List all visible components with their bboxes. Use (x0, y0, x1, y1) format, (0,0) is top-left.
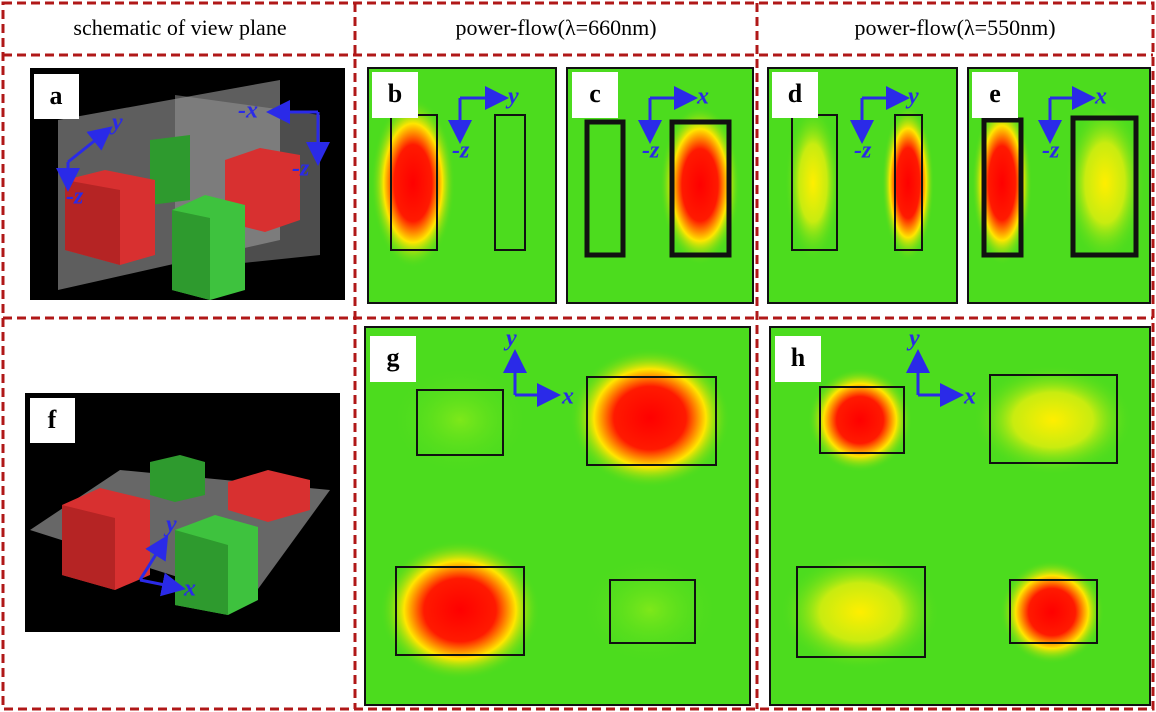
panel-label: d (788, 79, 803, 108)
shape (416, 389, 504, 456)
graphic (1000, 560, 1104, 664)
graphic (228, 470, 310, 522)
graphic (780, 554, 940, 670)
shape (584, 119, 626, 258)
shape (395, 566, 525, 656)
shape (972, 72, 1018, 118)
axis-label: y (109, 110, 123, 136)
graphic (785, 105, 841, 261)
graphic (972, 101, 1032, 265)
axis-label: x (696, 84, 709, 110)
graphic (808, 368, 912, 472)
axis-label: x (561, 384, 574, 410)
shape (34, 74, 79, 119)
shape (1009, 579, 1098, 644)
axis-label: y (503, 326, 517, 352)
graphic (172, 210, 210, 300)
graphic (1065, 103, 1145, 263)
shape (981, 117, 1024, 258)
graphic (390, 365, 530, 475)
shape (1070, 115, 1139, 258)
axis-label: -x (238, 98, 258, 124)
shape (775, 336, 821, 382)
axis-label: y (163, 512, 177, 538)
shape (989, 374, 1118, 464)
graphic (660, 105, 740, 265)
panel-label: c (589, 79, 601, 108)
shape (370, 336, 416, 382)
panel-label: h (791, 343, 806, 372)
axis-label: -z (452, 138, 470, 164)
graphic (65, 180, 120, 265)
shape (609, 579, 696, 644)
graphic (371, 98, 455, 268)
axis-label: x (183, 576, 196, 602)
axis-label: -z (642, 138, 660, 164)
panel-label: b (388, 79, 402, 108)
axis-arrow (139, 572, 186, 597)
shape (586, 376, 717, 466)
graphic (150, 135, 190, 205)
axis-label: y (906, 326, 920, 352)
shape (669, 119, 732, 258)
graphic (973, 365, 1133, 475)
axis-label: x (1094, 84, 1107, 110)
shape (772, 72, 818, 118)
shape (494, 114, 526, 251)
axis-label: -z (854, 138, 872, 164)
shape (796, 566, 926, 658)
axis-label: x (963, 384, 976, 410)
shape (819, 386, 905, 454)
graphic (62, 505, 115, 590)
axis-arrow (138, 534, 169, 581)
column-header: power-flow(λ=660nm) (455, 15, 656, 40)
shape (894, 114, 923, 251)
panel-label: e (989, 79, 1001, 108)
schematic-f (25, 393, 340, 632)
column-header: schematic of view plane (73, 15, 286, 40)
shape (572, 72, 618, 118)
axis-label: -z (292, 156, 310, 182)
graphic (175, 530, 228, 615)
graphic (150, 455, 205, 502)
axis-label: y (905, 84, 919, 110)
graphic (882, 105, 934, 261)
panel-label: g (387, 343, 400, 372)
axis-label: y (505, 84, 519, 110)
graphic (570, 348, 730, 488)
shape (372, 72, 418, 118)
shape (30, 398, 75, 443)
schematic-a (30, 68, 345, 300)
column-header: power-flow(λ=550nm) (854, 15, 1055, 40)
axis-label: -z (1042, 138, 1060, 164)
panel-label: f (48, 405, 57, 434)
graphic (380, 540, 540, 680)
axis-arrow (67, 126, 113, 164)
graphic (580, 555, 720, 665)
axis-label: -z (66, 184, 84, 210)
panel-label: a (50, 81, 63, 110)
